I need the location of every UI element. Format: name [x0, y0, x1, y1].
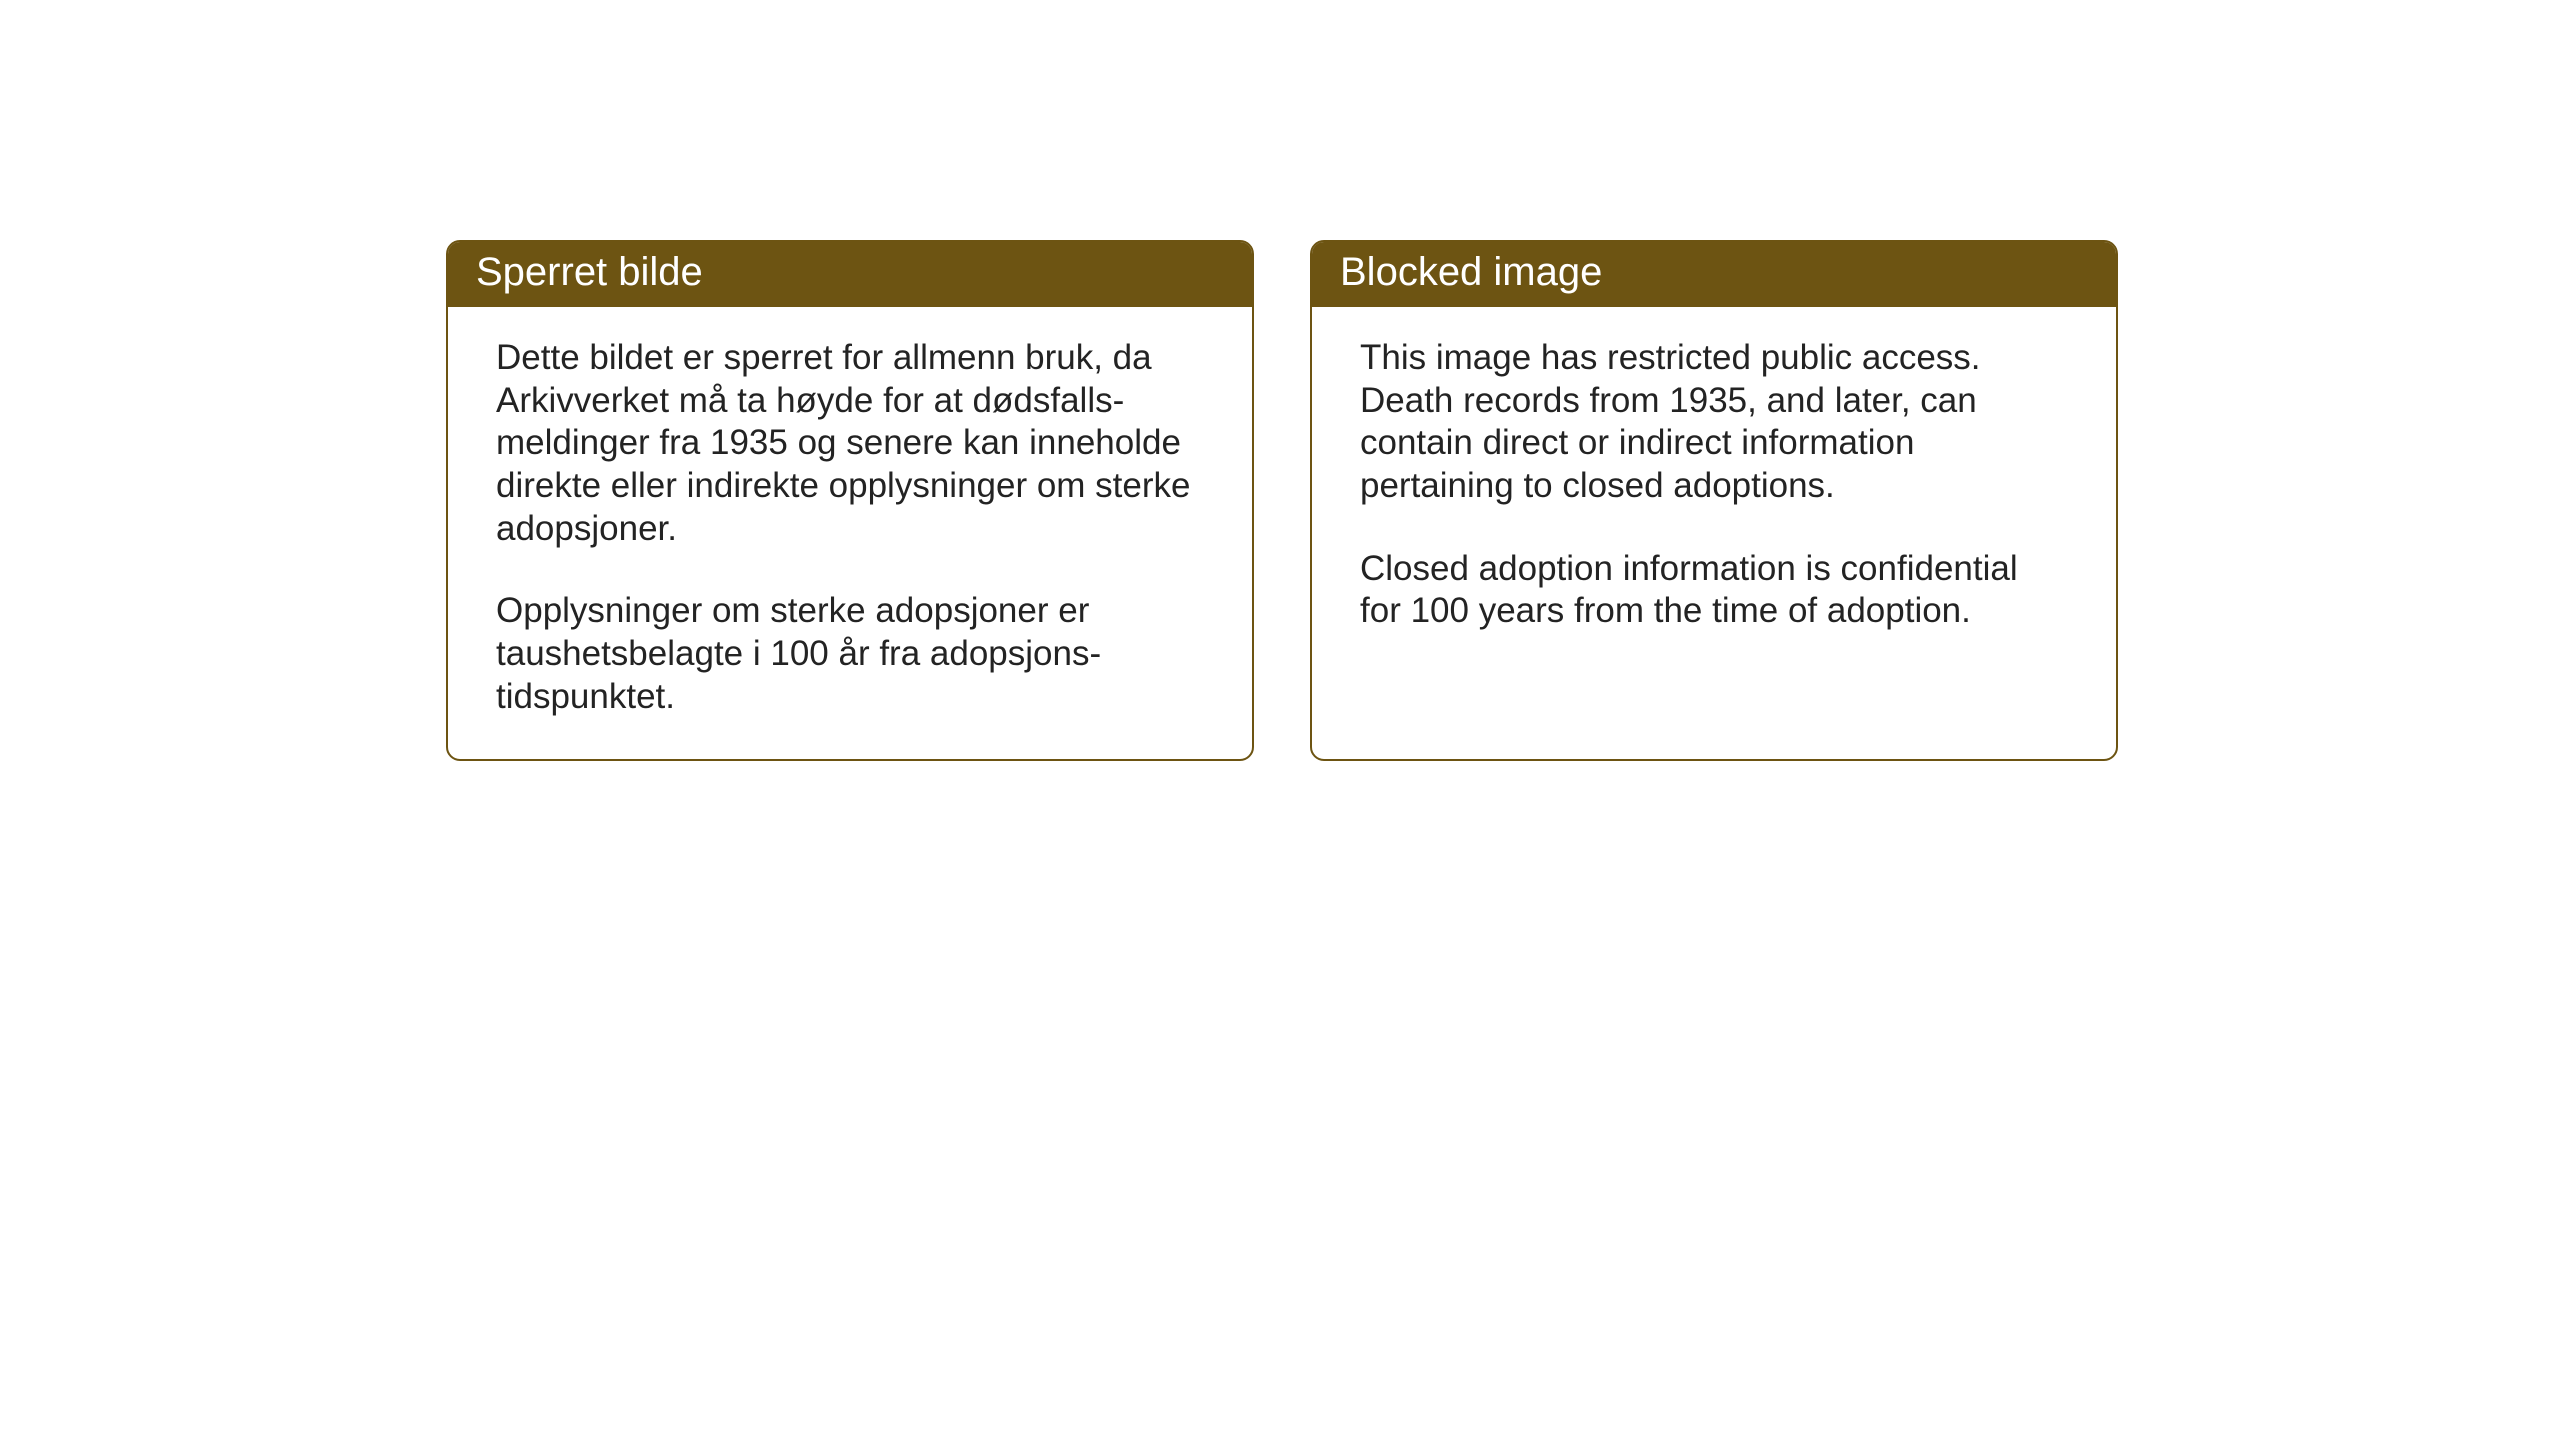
paragraph-2-norwegian: Opplysninger om sterke adopsjoner er tau… — [496, 590, 1204, 718]
card-body-english: This image has restricted public access.… — [1312, 307, 2116, 747]
notice-card-english: Blocked image This image has restricted … — [1310, 240, 2118, 761]
paragraph-1-english: This image has restricted public access.… — [1360, 337, 2068, 508]
card-title-english: Blocked image — [1340, 250, 1602, 294]
notice-card-norwegian: Sperret bilde Dette bildet er sperret fo… — [446, 240, 1254, 761]
card-title-norwegian: Sperret bilde — [476, 250, 703, 294]
card-header-norwegian: Sperret bilde — [448, 242, 1252, 307]
paragraph-2-english: Closed adoption information is confident… — [1360, 548, 2068, 633]
card-header-english: Blocked image — [1312, 242, 2116, 307]
paragraph-1-norwegian: Dette bildet er sperret for allmenn bruk… — [496, 337, 1204, 550]
notice-container: Sperret bilde Dette bildet er sperret fo… — [446, 240, 2118, 761]
card-body-norwegian: Dette bildet er sperret for allmenn bruk… — [448, 307, 1252, 759]
